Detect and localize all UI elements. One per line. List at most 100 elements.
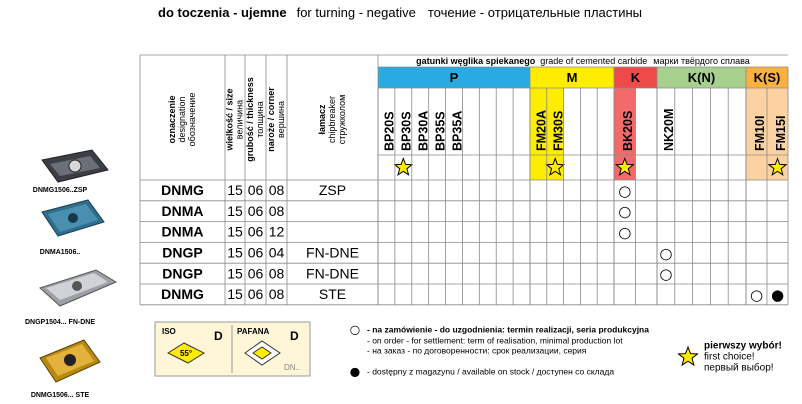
- column-header: oznaczenie: [167, 95, 177, 143]
- first-choice-star: [677, 345, 699, 367]
- pafana-example: DN..: [284, 363, 300, 372]
- row-cell: 15: [227, 203, 243, 219]
- column-header: толщина: [255, 101, 265, 138]
- grade-name: BP35S: [433, 111, 447, 151]
- grade-cell: [428, 88, 446, 180]
- iso-label: ISO: [162, 327, 176, 336]
- grade-name: BP30A: [417, 111, 431, 151]
- grade-name: NK20M: [662, 109, 676, 151]
- column-header: величина: [234, 100, 244, 139]
- grade-cell: [546, 88, 564, 180]
- row-cell: 15: [227, 245, 243, 261]
- grade-title-part: gatunki węglika spiekanego: [416, 56, 536, 66]
- availability-mark: ○: [618, 203, 631, 221]
- column-header: вершина: [276, 101, 286, 138]
- row-cell: STE: [319, 286, 346, 302]
- grade-cell: [445, 88, 463, 180]
- grade-cell: [411, 88, 429, 180]
- on-stock-symbol: ●: [350, 365, 360, 379]
- iso-diamond: [166, 342, 206, 364]
- availability-mark: ○: [618, 182, 631, 200]
- row-cell: DNMG: [161, 182, 204, 198]
- iso-code: D: [214, 329, 223, 343]
- availability-mark: ●: [771, 286, 784, 304]
- group-header: [378, 67, 530, 88]
- insert-icon: [41, 199, 105, 237]
- iso-angle: 55°: [180, 349, 192, 358]
- grade-name: FM15I: [774, 116, 788, 151]
- grade-title-part: марки твёрдого сплава: [653, 56, 750, 66]
- group-name: K: [631, 70, 641, 85]
- insert-caption: DNMA1506..: [40, 249, 81, 256]
- availability-mark: ○: [750, 286, 763, 304]
- availability-mark: ○: [659, 244, 672, 262]
- row-cell: 12: [269, 224, 285, 240]
- row-cell: DNMA: [162, 203, 204, 219]
- on-order-text: - na zamówienie - do uzgodnienia: termin…: [367, 324, 649, 334]
- insert-icon: [39, 269, 118, 307]
- grade-name: BP20S: [383, 111, 397, 151]
- row-cell: 15: [227, 182, 243, 198]
- group-header: [746, 67, 788, 88]
- first-choice-star: [393, 157, 414, 176]
- row-cell: 04: [269, 245, 285, 261]
- group-header: [657, 67, 746, 88]
- row-cell: 06: [248, 286, 264, 302]
- grade-cell: [394, 88, 412, 180]
- row-cell: 15: [227, 224, 243, 240]
- first-choice-text: pierwszy wybór!: [704, 341, 782, 352]
- column-header: обозначение: [187, 93, 197, 147]
- insert-icon: [39, 339, 101, 383]
- row-cell: FN-DNE: [306, 265, 359, 281]
- row-cell: ZSP: [319, 182, 346, 198]
- grade-name: BP30S: [400, 111, 414, 151]
- insert-caption: DNMG1506..ZSP: [33, 187, 88, 194]
- column-header: wielkość / size: [224, 88, 234, 151]
- first-choice-star: [767, 157, 788, 176]
- grade-cell: [378, 88, 395, 180]
- row-cell: 08: [269, 265, 285, 281]
- first-choice-star: [614, 157, 635, 176]
- pafana-diamond: [252, 346, 272, 360]
- on-order-text: - на заказ - по договоренности: срок реа…: [367, 345, 587, 355]
- row-cell: 08: [269, 182, 285, 198]
- pafana-code: D: [290, 329, 299, 343]
- row-cell: 15: [227, 286, 243, 302]
- row-cell: 06: [248, 224, 264, 240]
- row-cell: FN-DNE: [306, 245, 359, 261]
- row-cell: DNMG: [161, 286, 204, 302]
- availability-mark: ○: [618, 224, 631, 242]
- group-header: [614, 67, 657, 88]
- grade-cell: [530, 88, 547, 180]
- row-cell: 06: [248, 203, 264, 219]
- row-cell: DNGP: [162, 265, 202, 281]
- row-cell: 06: [248, 265, 264, 281]
- first-choice-text: first choice!: [704, 352, 755, 363]
- grade-name: FM30S: [551, 111, 565, 151]
- grade-cell: [767, 88, 788, 180]
- row-cell: 08: [269, 203, 285, 219]
- grade-name: FM20A: [535, 110, 549, 151]
- availability-mark: ○: [659, 265, 672, 283]
- column-header: designation: [177, 96, 187, 142]
- group-name: P: [450, 70, 459, 85]
- grade-title-part: grade of cemented carbide: [540, 56, 647, 66]
- group-name: K(N): [688, 70, 715, 85]
- grade-cell: [746, 88, 767, 180]
- first-choice-text: первый выбор!: [704, 362, 774, 374]
- on-order-symbol: ○: [350, 323, 360, 337]
- row-cell: 06: [248, 182, 264, 198]
- pafana-label: PAFANA: [237, 327, 270, 336]
- group-header: [530, 67, 614, 88]
- column-header: grubość / thickness: [245, 77, 255, 162]
- column-header: chipbreaker: [327, 96, 337, 143]
- column-header: łamacz: [317, 104, 327, 135]
- on-order-text: - on order - for settlement: term of rea…: [367, 335, 623, 345]
- insert-icon: [41, 149, 109, 183]
- group-name: K(S): [754, 70, 781, 85]
- first-choice-star: [545, 157, 566, 176]
- title-en: for turning - negative: [297, 5, 416, 20]
- grade-cell: [614, 88, 636, 180]
- page-title: do toczenia - ujemne for turning - negati…: [158, 5, 642, 20]
